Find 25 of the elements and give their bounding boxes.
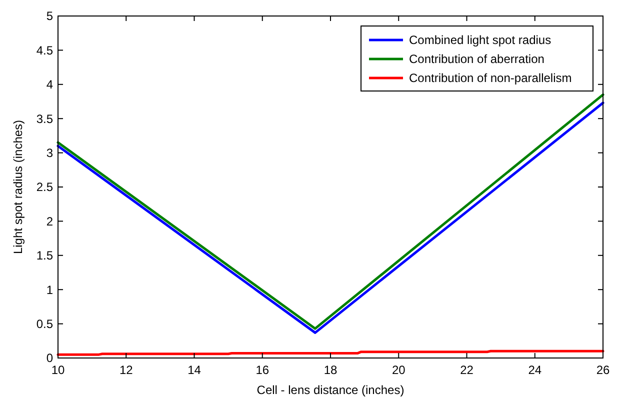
y-tick-label: 1 [46, 282, 54, 297]
legend-label: Contribution of non-parallelism [409, 71, 572, 86]
x-tick-label: 16 [256, 363, 270, 377]
x-tick-label: 14 [188, 363, 202, 377]
y-tick-label: 2.5 [36, 180, 54, 194]
x-tick-label: 10 [51, 363, 65, 377]
x-tick-label: 18 [324, 363, 338, 377]
y-axis-title: Light spot radius (inches) [11, 120, 25, 254]
y-tick-label: 3.5 [36, 112, 54, 126]
y-tick-label: 3 [46, 146, 54, 160]
x-tick-label: 12 [119, 363, 134, 377]
x-tick-label: 22 [460, 363, 474, 377]
y-tick-label: 0.5 [36, 317, 54, 331]
y-tick-label: 4 [46, 78, 54, 92]
x-tick-label: 20 [392, 363, 406, 377]
y-tick-label: 5 [46, 9, 54, 24]
legend-label: Combined light spot radius [409, 33, 552, 48]
x-tick-label: 24 [528, 363, 542, 377]
y-tick-label: 2 [46, 214, 54, 228]
x-axis-title: Cell - lens distance (inches) [256, 383, 404, 397]
y-tick-label: 0 [46, 351, 54, 366]
y-tick-label: 4.5 [36, 43, 54, 58]
x-tick-label: 26 [596, 363, 610, 377]
y-tick-label: 1.5 [36, 248, 54, 263]
legend-label: Contribution of aberration [409, 52, 544, 66]
